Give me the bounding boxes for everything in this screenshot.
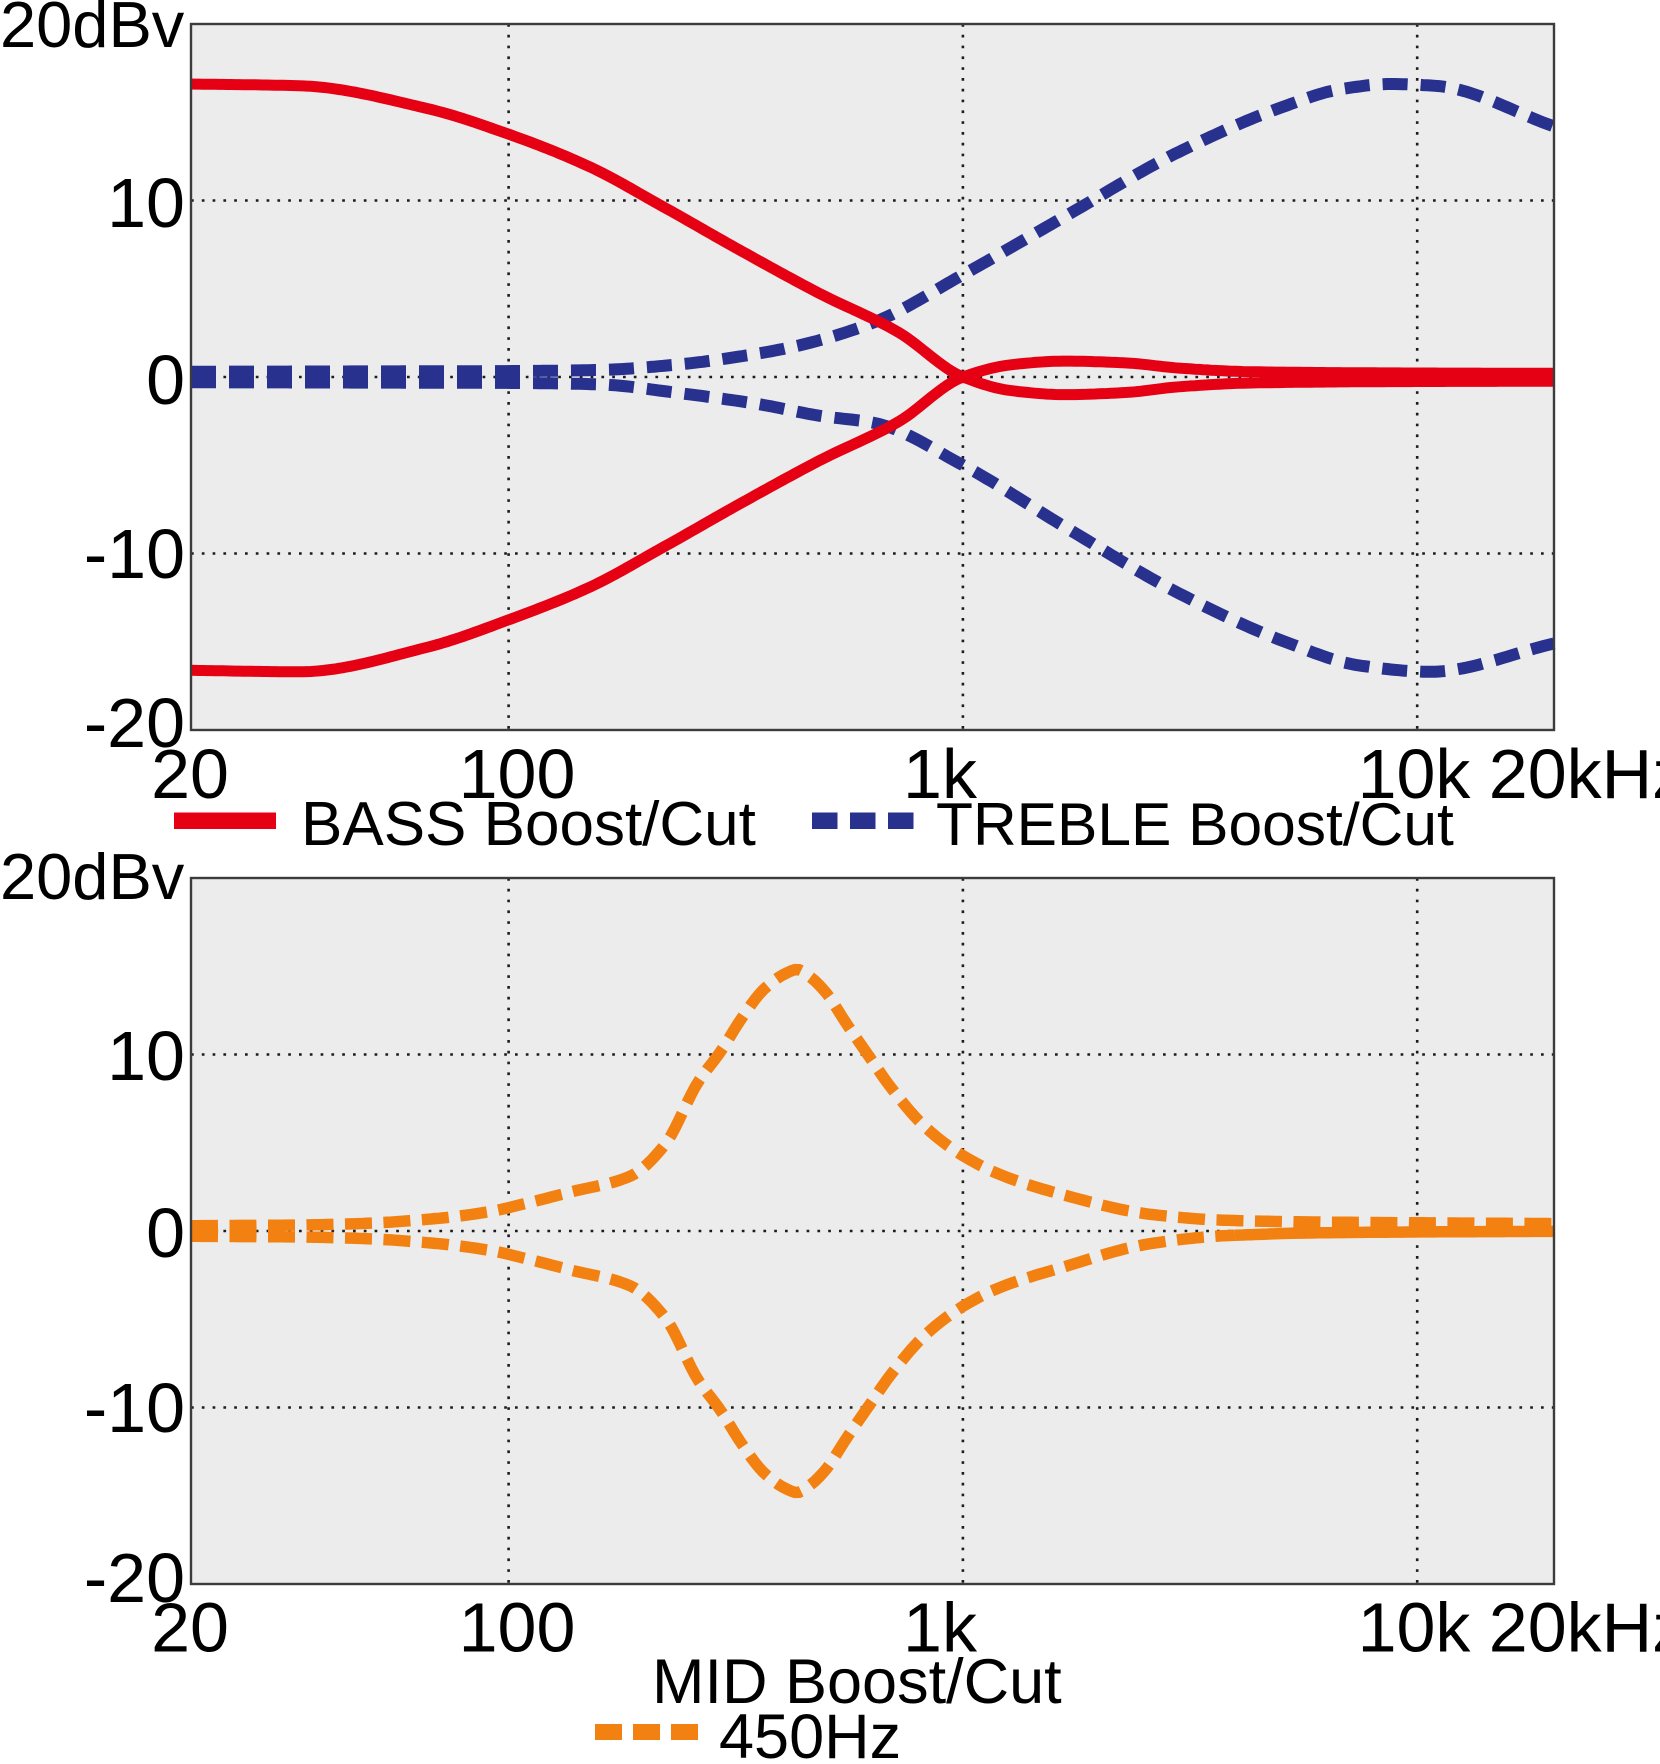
svg-text:-20: -20 [84,684,185,762]
svg-text:10k: 10k [1358,735,1472,813]
svg-text:20: 20 [151,735,229,813]
svg-text:100: 100 [459,735,576,813]
svg-text:MID Boost/Cut: MID Boost/Cut [652,1647,1062,1717]
svg-text:1k: 1k [903,1589,978,1667]
svg-text:450Hz: 450Hz [719,1702,901,1764]
svg-text:BASS Boost/Cut: BASS Boost/Cut [301,790,756,859]
svg-text:1k: 1k [903,735,978,813]
svg-text:0: 0 [146,1194,185,1272]
svg-text:0: 0 [146,341,185,419]
svg-text:-20: -20 [84,1539,185,1617]
svg-text:10: 10 [107,164,185,242]
svg-text:100: 100 [459,1589,576,1667]
svg-text:10: 10 [107,1017,185,1095]
svg-text:20kHz: 20kHz [1489,735,1660,813]
svg-text:-10: -10 [84,1369,185,1447]
svg-text:TREBLE Boost/Cut: TREBLE Boost/Cut [936,790,1454,858]
svg-text:20: 20 [151,1589,229,1667]
svg-text:-10: -10 [84,515,185,593]
svg-text:10k: 10k [1358,1589,1472,1667]
svg-text:20dBv: 20dBv [0,840,185,913]
svg-text:20kHz: 20kHz [1489,1589,1660,1667]
svg-text:20dBv: 20dBv [0,0,185,61]
